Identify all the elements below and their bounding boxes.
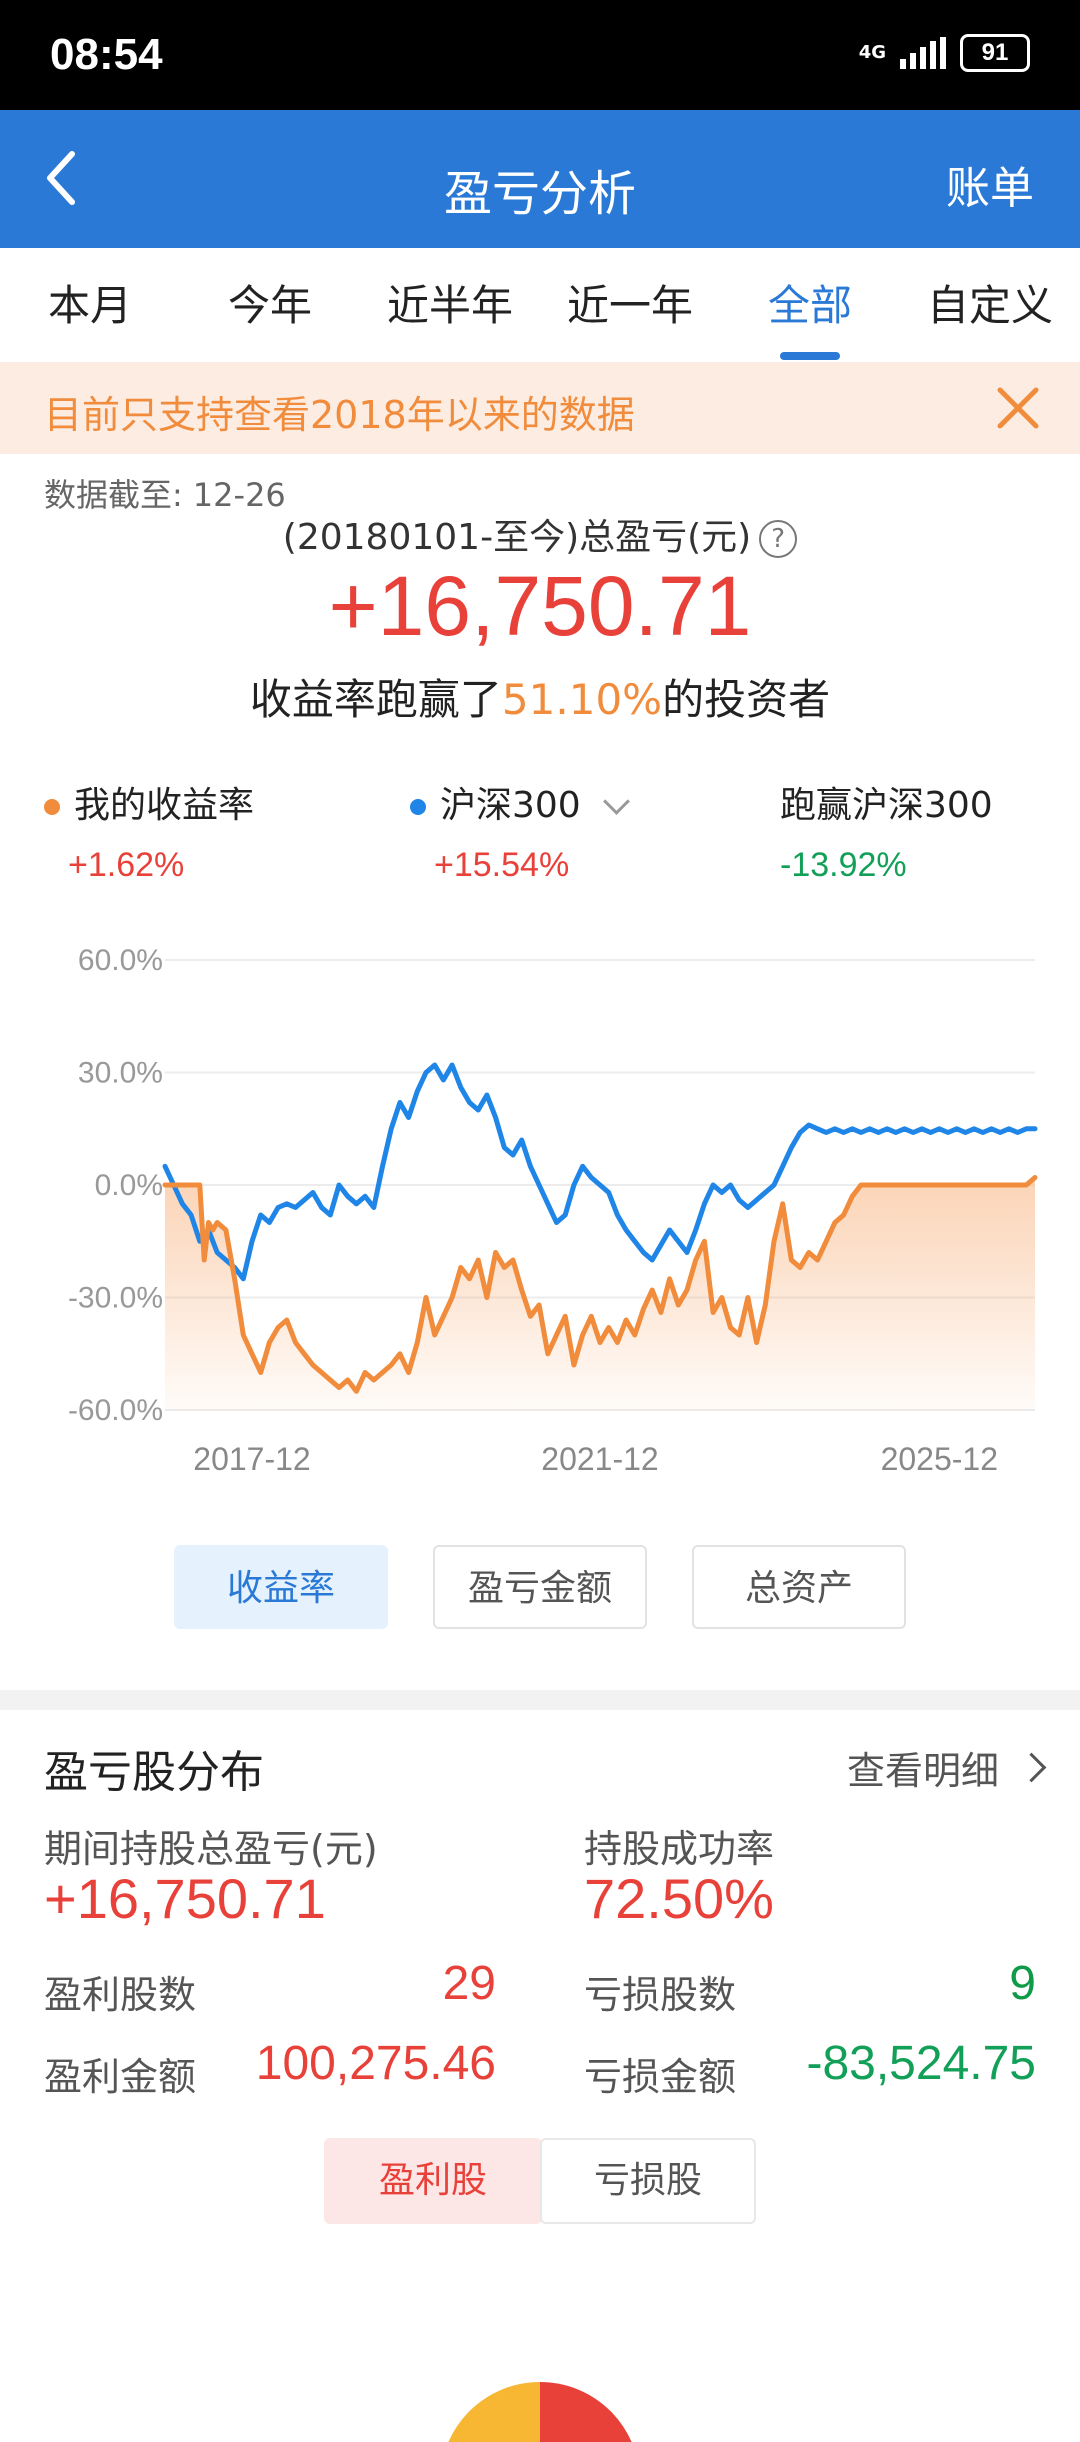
total-pl-heading: (20180101-至今)总盈亏(元)? bbox=[0, 508, 1080, 560]
total-pl-label: (20180101-至今)总盈亏(元) bbox=[282, 517, 752, 558]
tab-half-year[interactable]: 近半年 bbox=[386, 281, 513, 330]
success-rate-label: 持股成功率 bbox=[584, 1827, 775, 1871]
total-pl-value: +16,750.71 bbox=[328, 559, 752, 653]
y-tick-label: -30.0% bbox=[68, 1282, 163, 1315]
distribution-pie-chart bbox=[448, 2382, 632, 2442]
tab-one-year[interactable]: 近一年 bbox=[566, 281, 693, 330]
help-icon[interactable]: ? bbox=[759, 520, 798, 558]
profit-amount-label: 盈利金额 bbox=[44, 2055, 197, 2099]
period-tabs: 本月 今年 近半年 近一年 全部 自定义 bbox=[0, 248, 1080, 362]
legend-name: 沪深300 bbox=[440, 785, 581, 826]
notice-text: 目前只支持查看2018年以来的数据 bbox=[44, 393, 635, 437]
legend-name: 我的收益率 bbox=[74, 785, 255, 826]
legend-csi300[interactable]: 沪深300 +15.54% bbox=[410, 776, 630, 885]
y-tick-label: 60.0% bbox=[78, 944, 163, 977]
signal-icon bbox=[900, 37, 946, 69]
legend-value: +1.62% bbox=[68, 846, 185, 884]
loss-count-value: 9 bbox=[1009, 1957, 1036, 2010]
legend-value: -13.92% bbox=[780, 846, 907, 884]
app-header: 盈亏分析 账单 bbox=[0, 110, 1080, 248]
series-line bbox=[162, 1062, 1038, 1282]
toggle-return-rate[interactable]: 收益率 bbox=[174, 1545, 388, 1629]
y-tick-label: 30.0% bbox=[78, 1057, 163, 1090]
beat-prefix: 收益率跑赢了 bbox=[249, 675, 502, 724]
legend-name: 跑赢沪深300 bbox=[780, 785, 993, 826]
y-tick-label: -60.0% bbox=[68, 1394, 163, 1427]
view-detail-link[interactable]: 查看明细 bbox=[846, 1740, 1047, 1795]
profit-count-value: 29 bbox=[442, 1957, 496, 2010]
status-bar: 08:54 4G 91 bbox=[0, 0, 1080, 110]
profit-count-label: 盈利股数 bbox=[44, 1973, 197, 2017]
beat-percent: 51.10% bbox=[501, 675, 663, 724]
section-title: 盈亏股分布 bbox=[44, 1747, 264, 1798]
beat-suffix: 的投资者 bbox=[662, 675, 831, 724]
loss-amount-value: -83,524.75 bbox=[806, 2037, 1036, 2090]
x-tick-label: 2017-12 bbox=[193, 1441, 310, 1477]
orange-dot-icon bbox=[44, 799, 60, 815]
period-total-label: 期间持股总盈亏(元) bbox=[44, 1827, 378, 1871]
beat-investors-line: 收益率跑赢了51.10%的投资者 bbox=[0, 666, 1080, 727]
as-of-label: 数据截至: bbox=[44, 476, 183, 514]
status-time: 08:54 bbox=[50, 30, 163, 79]
legend-my-return[interactable]: 我的收益率 +1.62% bbox=[44, 776, 254, 885]
legend-value: +15.54% bbox=[434, 846, 570, 884]
battery-icon: 91 bbox=[960, 34, 1030, 72]
view-detail-label: 查看明细 bbox=[846, 1749, 999, 1793]
toggle-pl-amount[interactable]: 盈亏金额 bbox=[433, 1545, 647, 1629]
loss-amount-label: 亏损金额 bbox=[584, 2055, 737, 2099]
y-tick-label: 0.0% bbox=[95, 1169, 163, 1202]
page-title: 盈亏分析 bbox=[443, 166, 636, 222]
x-tick-label: 2025-12 bbox=[881, 1441, 998, 1477]
section-divider bbox=[0, 1690, 1080, 1710]
chevron-down-icon[interactable] bbox=[602, 788, 630, 815]
tab-this-month[interactable]: 本月 bbox=[47, 281, 132, 330]
tab-all[interactable]: 全部 bbox=[720, 248, 900, 362]
data-as-of: 数据截至: 12-26 bbox=[44, 470, 286, 516]
legend-beat-csi300: 跑赢沪深300 -13.92% bbox=[780, 776, 993, 885]
tab-this-year[interactable]: 今年 bbox=[227, 281, 312, 330]
period-total-value: +16,750.71 bbox=[44, 1867, 326, 1930]
network-type: 4G bbox=[858, 42, 886, 63]
chevron-right-icon bbox=[1016, 1752, 1047, 1783]
success-rate-value: 72.50% bbox=[584, 1867, 774, 1930]
tab-custom[interactable]: 自定义 bbox=[926, 281, 1053, 330]
toggle-loss-stocks[interactable]: 亏损股 bbox=[540, 2138, 756, 2224]
status-indicators: 4G 91 bbox=[859, 34, 1030, 72]
profit-amount-value: 100,275.46 bbox=[255, 2037, 496, 2090]
return-chart[interactable]: 60.0% 30.0% 0.0% -30.0% -60.0% 2017-12 2021-12… bbox=[0, 900, 1080, 1500]
toggle-profit-stocks[interactable]: 盈利股 bbox=[324, 2138, 542, 2224]
x-tick-label: 2021-12 bbox=[541, 1441, 658, 1477]
blue-dot-icon bbox=[410, 799, 426, 815]
series-area bbox=[165, 1177, 1035, 1410]
bill-button[interactable]: 账单 bbox=[946, 163, 1034, 214]
back-arrow-icon[interactable] bbox=[40, 148, 90, 208]
as-of-value: 12-26 bbox=[192, 476, 286, 514]
close-icon[interactable] bbox=[994, 384, 1042, 432]
notice-banner: 目前只支持查看2018年以来的数据 bbox=[0, 362, 1080, 454]
toggle-total-assets[interactable]: 总资产 bbox=[692, 1545, 906, 1629]
series-line bbox=[162, 1175, 1038, 1394]
loss-count-label: 亏损股数 bbox=[584, 1973, 737, 2017]
